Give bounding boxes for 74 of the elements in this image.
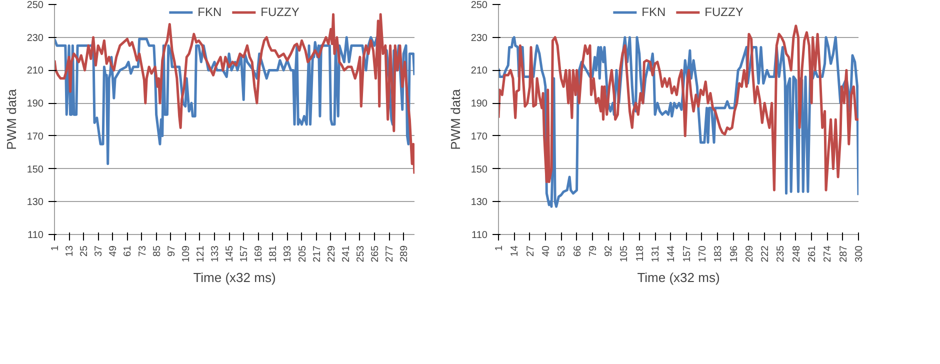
x-tick-label: 248 <box>791 245 802 262</box>
x-tick-label: 217 <box>312 245 323 262</box>
y-tick-label: 250 <box>26 0 44 11</box>
legend-label: FUZZY <box>260 5 300 19</box>
y-tick-label: 190 <box>470 98 488 110</box>
x-tick-label: 53 <box>556 245 568 257</box>
x-tick-label: 157 <box>239 245 250 262</box>
x-tick-label: 131 <box>650 245 662 262</box>
x-tick-label: 109 <box>180 245 192 262</box>
x-tick-label: 92 <box>604 245 615 257</box>
x-tick-label: 79 <box>588 245 599 257</box>
x-tick-label: 105 <box>619 245 630 262</box>
y-tick-label: 170 <box>26 131 44 142</box>
x-tick-label: 181 <box>268 245 280 262</box>
y-tick-label: 210 <box>26 66 44 77</box>
x-tick-label: 209 <box>744 245 756 262</box>
y-tick-label: 110 <box>28 230 44 241</box>
x-tick-label: 235 <box>776 245 787 262</box>
x-tick-label: 241 <box>340 245 352 262</box>
x-tick-label: 1 <box>494 245 505 252</box>
line-series <box>498 24 858 192</box>
y-axis-title: PWM data <box>4 88 19 150</box>
x-tick-label: 193 <box>282 245 294 262</box>
y-tick-label: 230 <box>26 32 44 44</box>
legend-label: FKN <box>198 5 222 19</box>
x-axis-title: Time (x32 ms) <box>637 270 720 286</box>
x-tick-label: 25 <box>79 245 90 257</box>
x-tick-label: 40 <box>540 245 552 257</box>
x-tick-label: 85 <box>152 245 163 257</box>
x-tick-label: 253 <box>355 245 366 262</box>
legend-label: FKN <box>642 5 666 19</box>
x-tick-label: 287 <box>838 245 850 262</box>
y-tick-label: 110 <box>472 230 488 241</box>
x-tick-label: 229 <box>326 245 338 262</box>
x-tick-label: 13 <box>64 245 76 257</box>
y-tick-label: 170 <box>470 131 488 142</box>
x-tick-label: 118 <box>634 245 646 262</box>
y-tick-label: 130 <box>470 197 488 208</box>
x-tick-label: 265 <box>370 245 381 262</box>
x-tick-label: 169 <box>254 245 265 262</box>
x-tick-label: 289 <box>399 245 410 262</box>
x-tick-label: 300 <box>854 245 865 262</box>
x-tick-label: 73 <box>137 245 148 257</box>
y-tick-label: 210 <box>470 66 488 77</box>
x-axis-title: Time (x32 ms) <box>193 270 276 286</box>
x-tick-label: 222 <box>760 245 772 262</box>
x-tick-label: 14 <box>510 245 521 257</box>
x-tick-label: 274 <box>822 245 834 262</box>
x-tick-label: 261 <box>807 245 818 262</box>
x-tick-label: 183 <box>713 245 724 262</box>
x-tick-label: 1 <box>50 245 61 252</box>
x-tick-label: 49 <box>108 245 120 257</box>
x-tick-label: 66 <box>572 245 584 257</box>
x-tick-label: 277 <box>384 245 396 262</box>
x-tick-label: 61 <box>122 245 134 257</box>
x-tick-label: 157 <box>682 245 693 262</box>
x-tick-label: 145 <box>224 245 236 262</box>
x-tick-label: 205 <box>297 245 308 262</box>
x-tick-label: 196 <box>728 245 740 262</box>
y-tick-label: 230 <box>470 32 488 44</box>
y-axis-title: PWM data <box>448 88 463 150</box>
legend-label: FUZZY <box>704 5 744 19</box>
y-tick-label: 150 <box>470 164 488 176</box>
x-tick-label: 27 <box>525 245 536 257</box>
x-tick-label: 144 <box>666 245 678 262</box>
x-tick-label: 37 <box>94 245 105 257</box>
x-tick-label: 133 <box>210 245 221 262</box>
x-tick-label: 97 <box>166 245 178 257</box>
y-tick-label: 150 <box>26 164 44 176</box>
y-tick-label: 130 <box>26 197 44 208</box>
y-tick-label: 190 <box>26 98 44 110</box>
x-tick-label: 170 <box>697 245 708 262</box>
x-tick-label: 121 <box>195 245 206 262</box>
y-tick-label: 250 <box>470 0 488 11</box>
